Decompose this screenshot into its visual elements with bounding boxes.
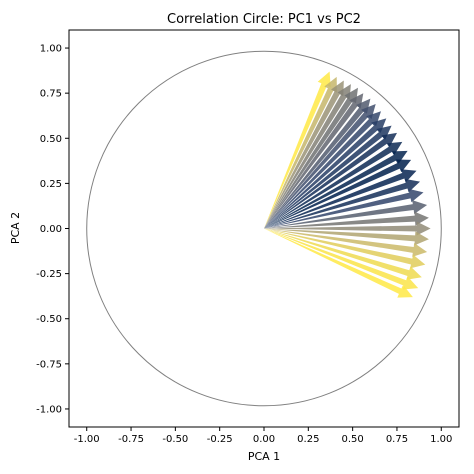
loading-arrow: [264, 84, 351, 229]
chart-title: Correlation Circle: PC1 vs PC2: [167, 12, 361, 27]
loading-arrow: [264, 159, 412, 229]
unit-circle: [86, 50, 442, 407]
loading-arrow: [264, 228, 422, 280]
loading-arrow: [264, 87, 358, 229]
y-tick-label: 0.50: [40, 134, 62, 145]
loading-arrow: [264, 178, 420, 229]
loading-arrow: [264, 118, 387, 229]
y-tick-label: -0.75: [36, 359, 62, 370]
loading-arrow: [264, 71, 331, 229]
x-axis-ticks: -1.00 -0.75 -0.50 -0.25 0.00 0.25 0.50 0.75 1.00: [74, 427, 452, 445]
loading-arrow: [264, 104, 376, 229]
loading-arrow: [264, 228, 429, 246]
loading-arrow: [264, 80, 344, 229]
x-tick-label: 0.25: [297, 434, 319, 445]
y-axis-label: PCA 2: [9, 212, 22, 244]
y-tick-label: 1.00: [40, 44, 62, 55]
loading-arrow: [264, 228, 413, 298]
x-tick-label: -0.75: [118, 434, 144, 445]
loading-arrow: [264, 98, 371, 229]
x-axis-label: PCA 1: [248, 450, 280, 463]
x-tick-label: 0.75: [386, 434, 408, 445]
x-tick-label: -1.00: [74, 434, 100, 445]
x-tick-label: -0.25: [207, 434, 233, 445]
x-tick-label: 1.00: [430, 434, 452, 445]
y-axis-ticks: -1.00 -0.75 -0.50 -0.25 0.00 0.25 0.50 0.75 1.00: [36, 44, 69, 415]
loading-arrow: [264, 150, 408, 229]
y-tick-label: -1.00: [36, 404, 62, 415]
arrows-layer: [264, 71, 431, 298]
loading-arrow: [264, 228, 419, 290]
loading-arrow: [264, 111, 381, 229]
loading-arrow: [264, 211, 429, 229]
y-tick-label: 0.25: [40, 179, 62, 190]
x-tick-label: 0.00: [253, 434, 275, 445]
y-tick-label: 0.00: [40, 224, 62, 235]
loading-arrow: [264, 169, 417, 229]
loading-arrow: [264, 141, 403, 229]
loading-arrow: [264, 93, 364, 229]
y-tick-label: -0.25: [36, 269, 62, 280]
x-tick-label: 0.50: [342, 434, 364, 445]
y-tick-label: -0.50: [36, 314, 62, 325]
loading-arrow: [264, 125, 392, 229]
plot-area: [86, 50, 442, 407]
loading-arrow: [264, 221, 431, 236]
y-tick-label: 0.75: [40, 89, 62, 100]
loading-arrow: [264, 76, 337, 229]
loading-arrow: [264, 132, 397, 229]
x-tick-label: -0.50: [162, 434, 188, 445]
